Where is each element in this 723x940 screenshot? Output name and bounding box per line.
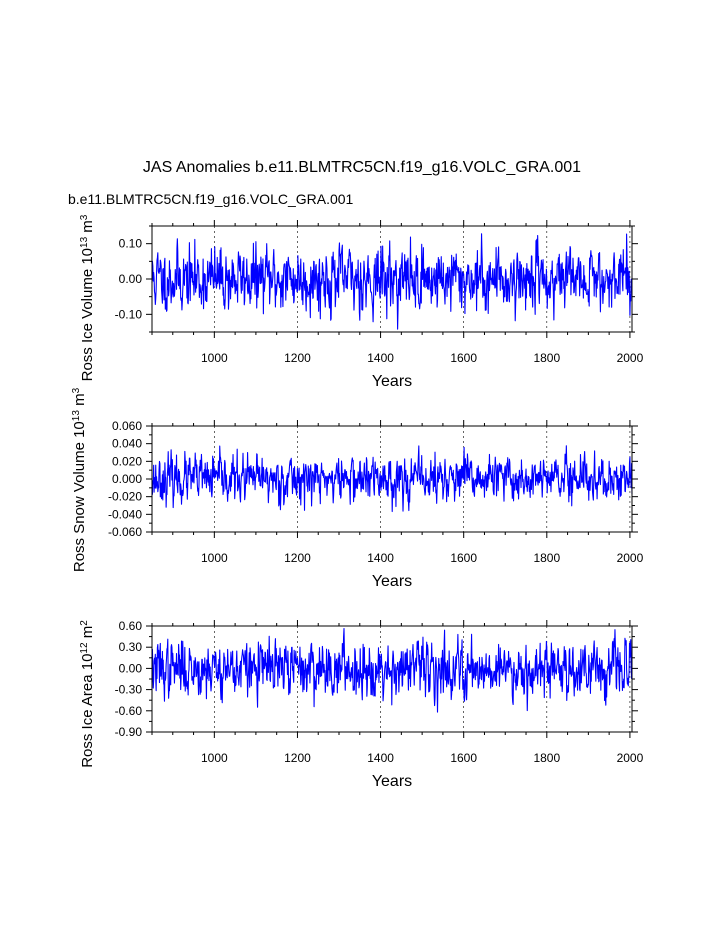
y-tick-label: 0.10 [119,237,143,251]
y-tick-label: 0.060 [112,419,142,433]
y-tick-label: 0.00 [119,272,143,286]
y-tick-label: 0.020 [112,454,142,468]
series-line [151,233,633,330]
y-tick-label: 0.30 [119,640,143,654]
y-tick-label: -0.10 [115,307,143,321]
x-tick-label: 1600 [450,351,477,365]
series-line [151,627,633,713]
case-label: b.e11.BLMTRC5CN.f19_g16.VOLC_GRA.001 [68,191,354,207]
chart-ross-ice-volume: 1000 1200 1400 1600 1800 2000 -0.10 0.00 0.10 Yea… [79,214,644,390]
x-tick-label: 1800 [533,351,560,365]
y-tick-label: -0.020 [108,490,142,504]
chart-ross-snow-volume: 1000 1200 1400 1600 1800 2000 -0.060 -0.040 -0.0… [71,387,644,590]
y-tick-label: 0.000 [112,472,142,486]
y-tick-label: -0.60 [115,704,143,718]
x-tick-label: 2000 [617,751,644,765]
y-axis-label: Ross Ice Volume 1013 m3 [79,214,97,381]
x-axis-label: Years [372,373,412,390]
x-tick-label: 1400 [367,751,394,765]
series-line [151,445,633,513]
x-tick-label: 1400 [367,551,394,565]
y-tick-label: -0.060 [108,525,142,539]
x-tick-label: 2000 [617,551,644,565]
y-tick-label: 0.60 [119,619,143,633]
x-tick-label: 1800 [533,551,560,565]
x-tick-label: 1800 [533,751,560,765]
y-tick-label: 0.040 [112,437,142,451]
chart-panels: 1000 1200 1400 1600 1800 2000 -0.10 0.00 0.10 Yea… [71,214,644,790]
figure-title: JAS Anomalies b.e11.BLMTRC5CN.f19_g16.VO… [143,159,581,176]
x-axis-label: Years [372,573,412,590]
y-tick-label: -0.90 [115,725,143,739]
x-tick-label: 1000 [201,351,228,365]
y-tick-label: -0.30 [115,683,143,697]
y-tick-label: -0.040 [108,507,142,521]
y-axis-label: Ross Snow Volume 1013 m3 [71,387,89,572]
x-tick-label: 1000 [201,751,228,765]
y-tick-label: 0.00 [119,661,143,675]
x-tick-label: 1200 [284,551,311,565]
chart-ross-ice-area: 1000 1200 1400 1600 1800 2000 -0.90 -0.60 -0.30 0… [79,619,644,790]
x-tick-label: 1400 [367,351,394,365]
x-axis-label: Years [372,773,412,790]
x-tick-label: 1000 [201,551,228,565]
x-tick-label: 1600 [450,751,477,765]
x-tick-label: 2000 [617,351,644,365]
x-tick-label: 1600 [450,551,477,565]
y-axis-label: Ross Ice Area 1012 m2 [79,620,97,768]
x-tick-label: 1200 [284,751,311,765]
x-tick-label: 1200 [284,351,311,365]
